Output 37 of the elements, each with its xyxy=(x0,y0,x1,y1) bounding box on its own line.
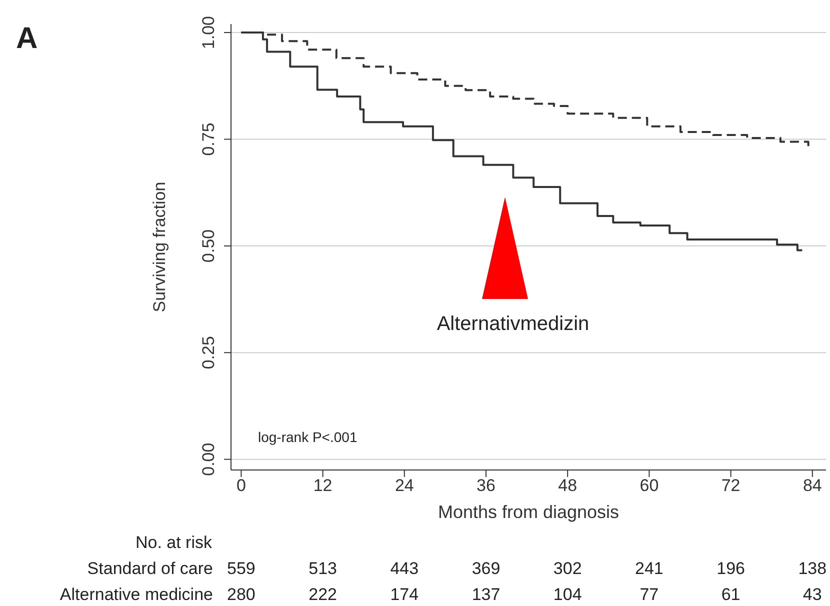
y-tick-label: 0.00 xyxy=(199,442,218,476)
text: 559 xyxy=(226,559,256,579)
y-tick-label: 0.25 xyxy=(199,336,218,370)
annotation: log-rank P<.001 xyxy=(258,429,358,445)
text: Alternative medicine xyxy=(60,585,213,605)
text: 104 xyxy=(552,585,583,605)
text: 137 xyxy=(470,585,502,605)
text: 302 xyxy=(552,559,583,579)
text: A xyxy=(16,22,38,56)
y-tick-label: 0.75 xyxy=(199,122,218,156)
x-tick-label: 72 xyxy=(721,476,740,496)
text: 43 xyxy=(802,585,823,605)
text: 241 xyxy=(634,559,664,579)
text: 174 xyxy=(389,585,420,605)
y-axis-title: Surviving fraction xyxy=(150,182,170,312)
text: 443 xyxy=(389,559,420,579)
text: Standard of care xyxy=(87,559,213,579)
text: 196 xyxy=(716,559,746,579)
text: 138 xyxy=(797,559,828,579)
y-tick-label: 0.50 xyxy=(199,229,218,262)
x-tick-label: 48 xyxy=(558,476,578,496)
x-tick-label: 0 xyxy=(236,476,246,496)
annotation: Alternativmedizin xyxy=(436,313,590,336)
x-tick-label: 84 xyxy=(802,476,822,496)
y-tick-label: 1.00 xyxy=(199,16,218,50)
x-tick-label: 36 xyxy=(476,476,496,496)
text: No. at risk xyxy=(135,533,212,553)
x-tick-label: 12 xyxy=(313,476,332,496)
text: 280 xyxy=(226,585,256,605)
text: 369 xyxy=(470,559,502,579)
text: 61 xyxy=(720,585,742,605)
x-axis-title: Months from diagnosis xyxy=(436,502,620,523)
text: 513 xyxy=(308,559,338,579)
text: 77 xyxy=(638,585,660,605)
x-tick-label: 60 xyxy=(640,476,659,496)
text: 222 xyxy=(308,585,338,605)
x-tick-label: 24 xyxy=(394,476,414,496)
